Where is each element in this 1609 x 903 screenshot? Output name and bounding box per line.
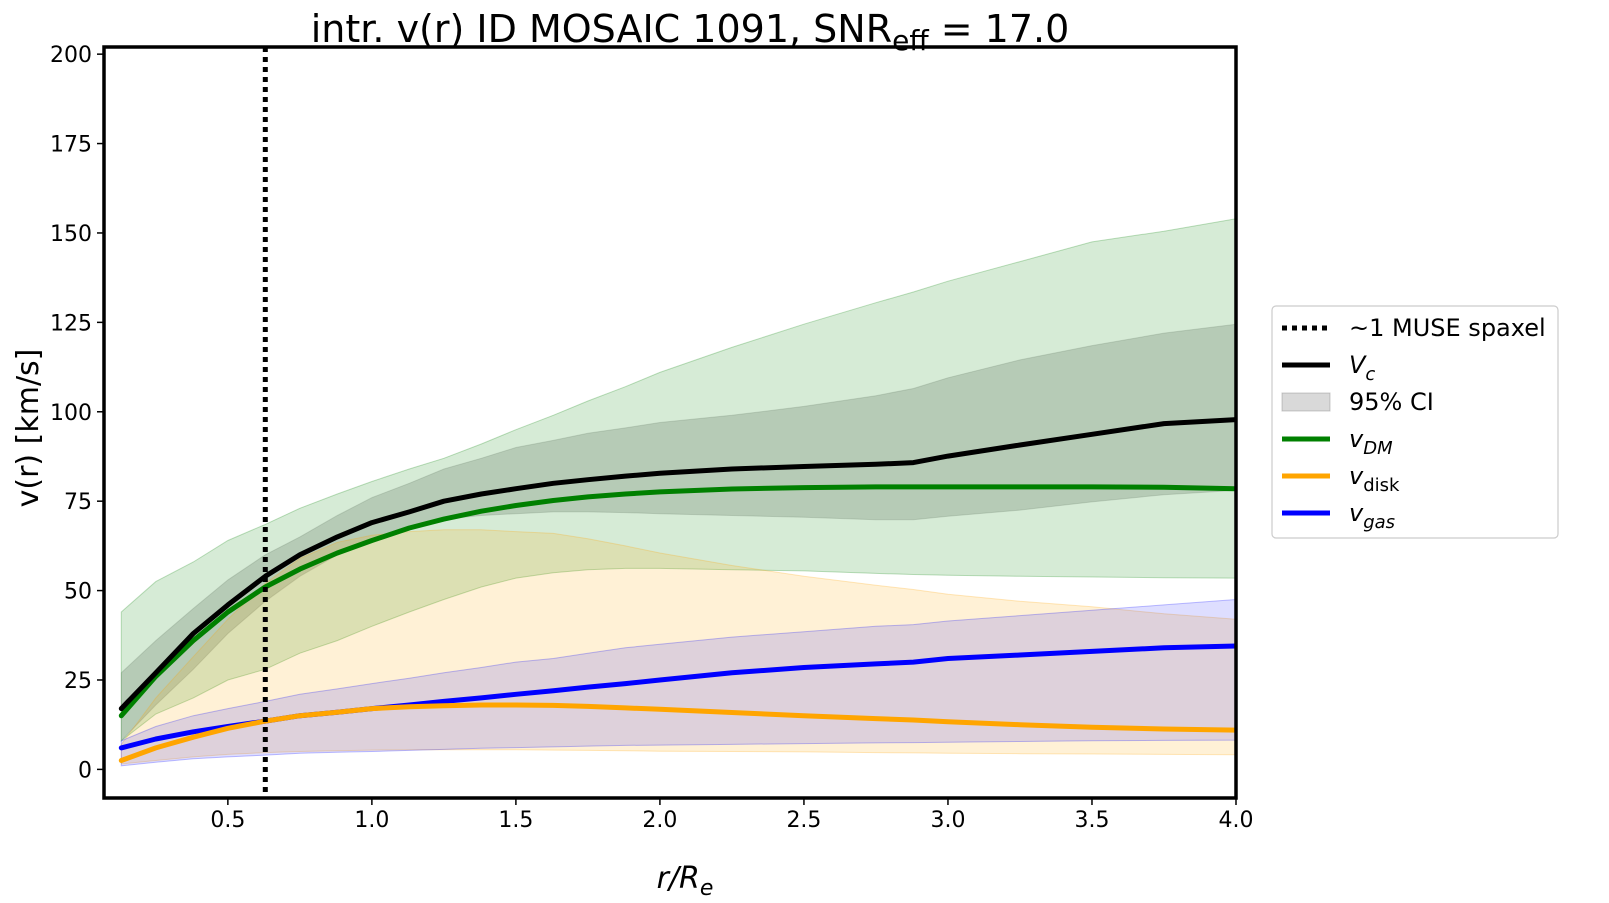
chart-title-suffix: = 17.0 [929,7,1070,51]
legend-label-main: v [1349,462,1364,490]
x-tick-label: 4.0 [1219,808,1254,833]
legend-item: 95% CI [1281,388,1434,416]
legend-label-subscript: disk [1363,475,1400,496]
y-tick-label: 125 [50,311,92,336]
legend-band-swatch [1281,392,1331,412]
y-tick-label: 200 [50,43,92,68]
x-tick-label: 3.5 [1074,808,1109,833]
legend-item: Vc [1282,351,1375,385]
y-tick-label: 0 [78,758,92,783]
chart-title: intr. v(r) ID MOSAIC 1091, SNReff = 17.0 [311,7,1070,57]
y-tick-label: 175 [50,133,92,158]
legend-item: vdisk [1282,462,1400,496]
y-tick-label: 150 [50,222,92,247]
axes: 0.5 1.0 1.5 2.0 2.5 3.0 3.5 4.0 0 25 50 75 100 125 150… [50,43,1254,833]
chart-title-main: intr. v(r) ID MOSAIC 1091, SNR [311,7,892,51]
legend-label: vgas [1349,499,1395,533]
x-tick-label: 3.0 [930,808,965,833]
legend-frame [1271,305,1559,539]
legend-label: Vc [1349,351,1375,385]
x-tick-label: 0.5 [210,808,245,833]
legend-label-main: V [1349,351,1367,379]
y-tick-label: 50 [64,580,92,605]
y-tick-label: 100 [50,401,92,426]
x-tick-label: 2.0 [642,808,677,833]
x-axis-label: r/Re [657,861,714,901]
x-tick-label: 1.5 [498,808,533,833]
legend-label: ~1 MUSE spaxel [1349,314,1546,342]
legend-item: vDM [1282,425,1393,459]
y-tick-label: 75 [64,490,92,515]
legend-item: vgas [1282,499,1395,533]
x-tick-label: 2.5 [786,808,821,833]
y-tick-label: 25 [64,669,92,694]
legend-item: ~1 MUSE spaxel [1282,314,1546,342]
x-axis-label-subscript: e [700,876,714,901]
chart-title-subscript: eff [892,24,929,57]
x-tick-label: 1.0 [354,808,389,833]
legend-label: 95% CI [1349,388,1434,416]
legend-label-subscript: gas [1363,512,1395,533]
legend-label-main: v [1349,499,1364,527]
legend-label-subscript: DM [1363,438,1393,459]
y-axis-label: v(r) [km/s] [11,349,46,508]
plot-frame [102,45,1238,800]
legend-label-main: v [1349,425,1364,453]
x-axis-label-main: r/R [657,861,700,896]
legend-label: vDM [1349,425,1393,459]
line-vc [118,417,1236,712]
band-vdm [120,218,1236,742]
legend-label-subscript: c [1365,364,1375,385]
legend-label: vdisk [1349,462,1400,496]
